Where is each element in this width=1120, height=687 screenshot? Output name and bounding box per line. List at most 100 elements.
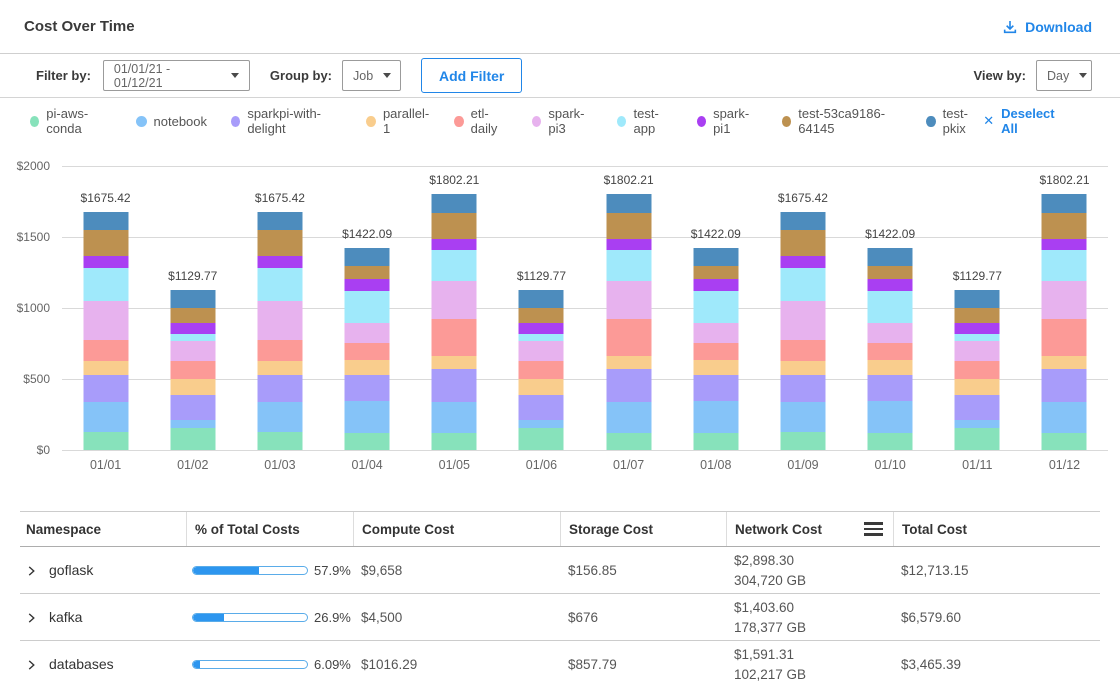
bar-segment-parallel-1 bbox=[780, 361, 826, 376]
expand-row-chevron-icon[interactable] bbox=[26, 565, 37, 577]
pct-value: 6.09% bbox=[314, 656, 351, 672]
network-cost-cell: $1,403.60 178,377 GB bbox=[726, 596, 893, 638]
bar-segment-spark-pi1 bbox=[170, 322, 216, 334]
namespace-cell: kafka bbox=[20, 609, 186, 625]
stacked-bar-01/03 bbox=[257, 212, 303, 450]
column-header-namespace: Namespace bbox=[26, 521, 102, 537]
bar-segment-parallel-1 bbox=[518, 378, 564, 396]
bar-segment-spark-pi3 bbox=[1041, 281, 1087, 319]
stacked-bar-01/09 bbox=[780, 212, 826, 450]
legend-item-parallel-1[interactable]: parallel-1 bbox=[366, 106, 430, 136]
legend-item-spark-pi1[interactable]: spark-pi1 bbox=[696, 106, 758, 136]
download-icon bbox=[1002, 19, 1018, 35]
bar-segment-notebook bbox=[170, 420, 216, 428]
bar-segment-notebook bbox=[518, 420, 564, 428]
legend-dot bbox=[30, 115, 40, 127]
bar-segment-spark-pi3 bbox=[693, 323, 739, 343]
bar-segment-parallel-1 bbox=[606, 356, 652, 369]
bar-segment-spark-pi1 bbox=[431, 239, 477, 251]
chart-legend: pi-aws-conda notebook sparkpi-with-delight… bbox=[0, 98, 1120, 144]
bar-segment-test-app bbox=[693, 290, 739, 324]
legend-item-spark-pi3[interactable]: spark-pi3 bbox=[532, 106, 593, 136]
bar-segment-spark-pi1 bbox=[518, 322, 564, 334]
chevron-down-icon bbox=[383, 73, 392, 78]
gridline-$500 bbox=[62, 379, 1108, 380]
bar-total-label: $1129.77 bbox=[168, 268, 218, 283]
column-settings-icon[interactable] bbox=[862, 520, 885, 537]
bar-segment-etl-daily bbox=[780, 340, 826, 362]
bar-segment-test-pkix bbox=[518, 289, 564, 309]
compute-cost-cell: $9,658 bbox=[361, 562, 403, 578]
bar-segment-pi-aws-conda bbox=[693, 432, 739, 450]
bar-segment-pi-aws-conda bbox=[867, 432, 913, 450]
legend-item-test-53ca9186-64145[interactable]: test-53ca9186-64145 bbox=[781, 106, 902, 136]
bar-group-01/09: $1675.42 bbox=[759, 166, 846, 450]
bar-segment-test-53ca9186-64145 bbox=[170, 308, 216, 323]
bar-segment-spark-pi1 bbox=[606, 239, 652, 251]
bar-segment-etl-daily bbox=[170, 360, 216, 379]
legend-item-notebook[interactable]: notebook bbox=[135, 113, 208, 129]
bar-segment-sparkpi-with-delight bbox=[693, 375, 739, 401]
date-range-value: 01/01/21 - 01/12/21 bbox=[113, 61, 171, 90]
legend-item-test-app[interactable]: test-app bbox=[617, 106, 673, 136]
bar-segment-test-pkix bbox=[954, 289, 1000, 309]
bar-total-label: $1802.21 bbox=[603, 173, 654, 188]
legend-item-sparkpi-with-delight[interactable]: sparkpi-with-delight bbox=[231, 106, 342, 136]
bar-segment-test-pkix bbox=[606, 194, 652, 213]
legend-item-etl-daily[interactable]: etl-daily bbox=[454, 106, 508, 136]
gridline-$1000 bbox=[62, 308, 1108, 309]
pct-value: 57.9% bbox=[314, 562, 351, 578]
bar-segment-pi-aws-conda bbox=[83, 431, 129, 450]
bar-segment-sparkpi-with-delight bbox=[780, 375, 826, 402]
legend-item-pi-aws-conda[interactable]: pi-aws-conda bbox=[30, 106, 112, 136]
bar-segment-notebook bbox=[867, 400, 913, 433]
pct-progress-fill bbox=[193, 660, 200, 668]
bar-segment-spark-pi3 bbox=[606, 281, 652, 319]
x-axis-label: 01/10 bbox=[874, 458, 906, 472]
bar-segment-sparkpi-with-delight bbox=[431, 368, 477, 403]
bar-segment-test-53ca9186-64145 bbox=[780, 229, 826, 257]
x-axis-label: 01/05 bbox=[438, 458, 470, 472]
network-cost-value: $2,898.30 bbox=[734, 553, 795, 568]
bar-segment-test-app bbox=[83, 267, 129, 302]
expand-row-chevron-icon[interactable] bbox=[26, 612, 37, 624]
table-row-goflask: goflask 57.9% $9,658 $156.85 $2,898.30 304,72… bbox=[20, 547, 1100, 594]
legend-item-label: notebook bbox=[153, 113, 208, 129]
bar-segment-spark-pi1 bbox=[83, 256, 129, 268]
bar-segment-test-app bbox=[954, 333, 1000, 341]
column-header-total-cost: Total Cost bbox=[893, 512, 1062, 546]
legend-item-label: test-pkix bbox=[942, 106, 968, 136]
bar-total-label: $1802.21 bbox=[1039, 173, 1090, 188]
bar-group-01/10: $1422.09 bbox=[847, 166, 934, 450]
bar-segment-parallel-1 bbox=[1041, 356, 1087, 369]
view-by-select[interactable]: Day bbox=[1036, 60, 1092, 91]
cost-over-time-chart: $0 $500 $1000 $1500 $2000 $1675.42 $1129.77 $1… bbox=[0, 144, 1120, 485]
legend-dot bbox=[696, 115, 707, 127]
column-header-pct-of-total-costs: % of Total Costs bbox=[186, 512, 353, 546]
bar-segment-test-53ca9186-64145 bbox=[431, 212, 477, 240]
y-axis-tick-label: $500 bbox=[23, 372, 50, 386]
stacked-bar-01/07 bbox=[606, 194, 652, 450]
group-by-select[interactable]: Job bbox=[342, 60, 402, 91]
stacked-bar-01/12 bbox=[1041, 194, 1087, 450]
legend-item-label: test-53ca9186-64145 bbox=[798, 106, 886, 136]
y-axis-tick-label: $1500 bbox=[16, 230, 50, 244]
legend-dot bbox=[366, 115, 376, 127]
add-filter-button[interactable]: Add Filter bbox=[421, 58, 523, 93]
bar-segment-test-app bbox=[170, 333, 216, 341]
deselect-all-button[interactable]: ✕ Deselect All bbox=[983, 106, 1065, 136]
bar-segment-test-53ca9186-64145 bbox=[257, 229, 303, 257]
stacked-bar-01/11 bbox=[954, 289, 1000, 450]
legend-item-test-pkix[interactable]: test-pkix bbox=[926, 106, 983, 136]
stacked-bar-01/08 bbox=[693, 248, 739, 450]
date-range-select[interactable]: 01/01/21 - 01/12/21 bbox=[102, 60, 250, 91]
bar-total-label: $1675.42 bbox=[80, 191, 131, 206]
bar-segment-parallel-1 bbox=[693, 359, 739, 376]
bar-segment-pi-aws-conda bbox=[954, 427, 1000, 450]
x-axis-label: 01/12 bbox=[1048, 458, 1081, 472]
bar-segment-sparkpi-with-delight bbox=[83, 375, 129, 402]
bar-segment-test-pkix bbox=[344, 248, 390, 267]
total-cost-cell: $12,713.15 bbox=[901, 562, 969, 578]
expand-row-chevron-icon[interactable] bbox=[26, 659, 37, 671]
download-button[interactable]: Download bbox=[1002, 19, 1092, 35]
